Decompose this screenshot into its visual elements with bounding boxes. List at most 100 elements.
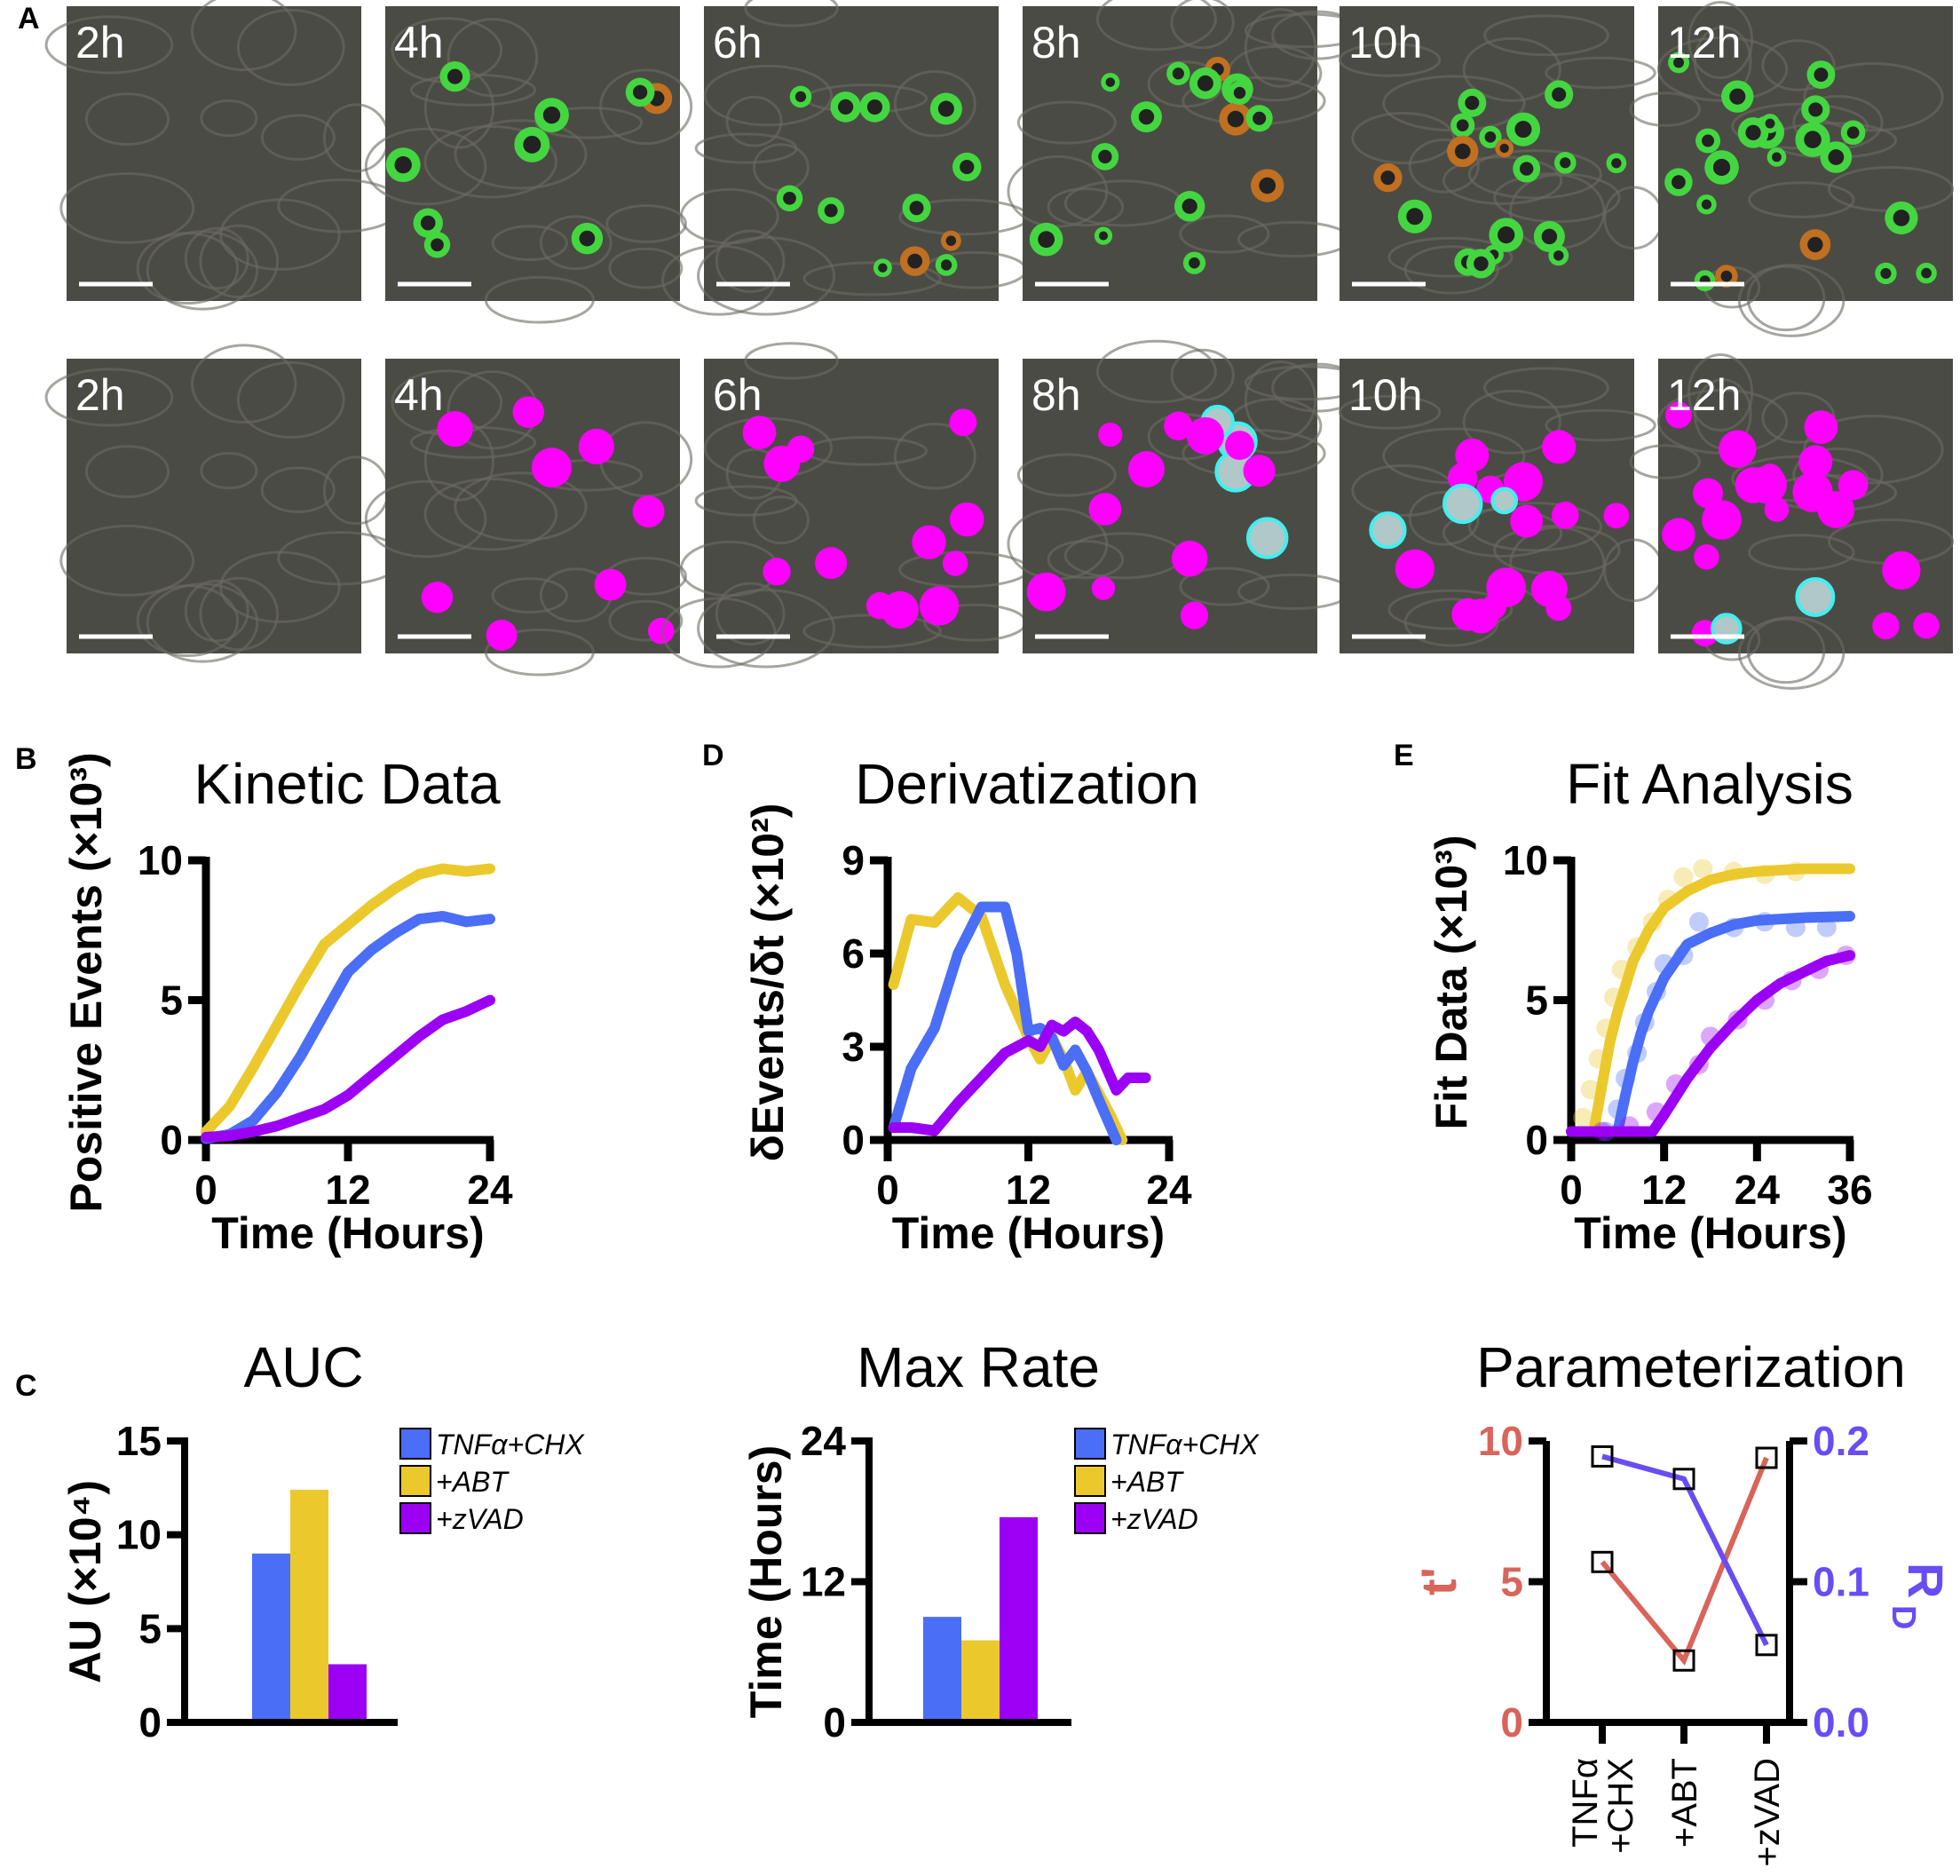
x-axis-label: Time (Hours) [211, 1208, 484, 1258]
left-y-tick-label: 5 [1500, 1559, 1523, 1605]
panel-label-b: B [15, 742, 37, 776]
legend-swatch [399, 1465, 431, 1497]
y-tick-label: 10 [1503, 837, 1548, 883]
cell-mask [1665, 401, 1693, 429]
legend-label: +zVAD [1110, 1503, 1198, 1535]
cell-mask [594, 568, 627, 601]
cell-mask [1225, 431, 1254, 461]
y-tick-label: 15 [116, 1418, 162, 1464]
legend-label: TNFα+CHX [1110, 1429, 1260, 1460]
cell-mask [1693, 478, 1724, 509]
time-label: 4h [394, 18, 444, 67]
x-tick-label: 0 [876, 1167, 899, 1213]
time-label: 4h [394, 370, 444, 420]
chart-title: Max Rate [857, 1335, 1100, 1399]
cell-mask [1542, 430, 1577, 464]
right-y-tick-label: 0.0 [1813, 1699, 1869, 1745]
category-label: +CHX [1601, 1758, 1640, 1854]
time-label: 12h [1667, 18, 1741, 67]
square-marker [1591, 1550, 1614, 1573]
y-axis-label: Time (Hours) [741, 1445, 791, 1718]
cell-mask [578, 428, 615, 464]
cell-mask [815, 547, 848, 580]
cell-mask [1164, 411, 1193, 440]
square-marker [1755, 1446, 1778, 1469]
y-axis-label: Positive Events (×10³) [61, 752, 111, 1212]
data-point [1573, 1107, 1593, 1128]
x-axis-label: Time (Hours) [892, 1208, 1165, 1258]
series-line [201, 911, 495, 1144]
data-point [1673, 867, 1694, 887]
cell-mask [1246, 517, 1289, 559]
chart-parameterization: Parameterization 0 5 10 0.0 0.1 0.2 t' RD TNFα+CH… [1411, 1335, 1954, 1867]
rd-line [1601, 1453, 1769, 1647]
y-tick-label: 3 [842, 1024, 865, 1070]
cell-mask [1694, 544, 1719, 570]
fit-line [1566, 950, 1855, 1137]
left-y-tick-label: 10 [1478, 1418, 1523, 1464]
x-tick-label: 36 [1827, 1167, 1872, 1213]
time-label: 2h [75, 370, 125, 420]
cell-mask [949, 408, 977, 437]
microscopy-image: 8h [1007, 339, 1369, 653]
microscopy-image: 6h [661, 0, 1030, 316]
cell-mask [742, 416, 777, 450]
y-tick-label: 5 [138, 1605, 162, 1651]
time-label: 10h [1348, 18, 1422, 67]
bar [1000, 1516, 1038, 1722]
time-label: 8h [1031, 370, 1081, 420]
y-tick-label: 10 [138, 837, 183, 883]
time-label: 6h [713, 370, 763, 420]
cell-mask [1662, 518, 1695, 551]
time-label: 2h [75, 18, 125, 67]
cell-mask [1026, 572, 1066, 612]
cell-mask [1463, 598, 1498, 634]
x-axis-label: Time (Hours) [1574, 1208, 1846, 1258]
cell-mask [532, 447, 572, 488]
x-tick-label: 12 [1006, 1167, 1051, 1213]
cell-mask [632, 495, 665, 528]
cell-mask [919, 586, 960, 626]
bar [328, 1664, 367, 1722]
microscopy-image: 8h [1007, 0, 1369, 301]
legend-label: +ABT [436, 1466, 510, 1498]
microscopy-image: 12h [1629, 1, 1955, 337]
y-tick-label: 0 [1525, 1117, 1548, 1163]
panel-label-d: D [702, 739, 724, 772]
square-marker [1755, 1634, 1778, 1657]
y-axis-label: AU (×10⁴) [60, 1480, 110, 1683]
cell-mask [1795, 577, 1836, 617]
y-tick-label: 0 [160, 1117, 183, 1163]
microscopy-image: 4h [364, 6, 693, 324]
legend-swatch [399, 1428, 431, 1460]
x-tick-label: 24 [467, 1167, 513, 1213]
x-tick-label: 12 [325, 1167, 370, 1213]
y-axis-label: δEvents/δt (×10²) [743, 803, 793, 1162]
fit-line [1566, 863, 1855, 1137]
y-tick-label: 0 [842, 1117, 865, 1163]
cell-mask [1088, 493, 1122, 526]
bar [290, 1489, 328, 1722]
chart-title: Fit Analysis [1566, 752, 1853, 816]
cell-mask [1186, 416, 1224, 455]
legend-swatch [399, 1502, 431, 1534]
cell-mask [648, 617, 675, 645]
microscopy-image: 10h [1338, 359, 1664, 653]
y-tick-label: 0 [138, 1699, 162, 1745]
cell-mask [1798, 445, 1833, 479]
cell-mask [1128, 451, 1165, 488]
x-tick-label: 24 [1146, 1167, 1192, 1213]
chart-title: Parameterization [1476, 1335, 1906, 1399]
cell-mask [763, 445, 801, 482]
cell-mask [881, 590, 919, 629]
chart-title: Derivatization [855, 752, 1199, 816]
data-point [1816, 917, 1837, 938]
cell-mask [1510, 504, 1544, 538]
y-tick-label: 9 [842, 837, 865, 883]
cell-mask [1171, 541, 1208, 577]
cell-mask [1702, 500, 1742, 540]
cell-mask [950, 502, 984, 537]
